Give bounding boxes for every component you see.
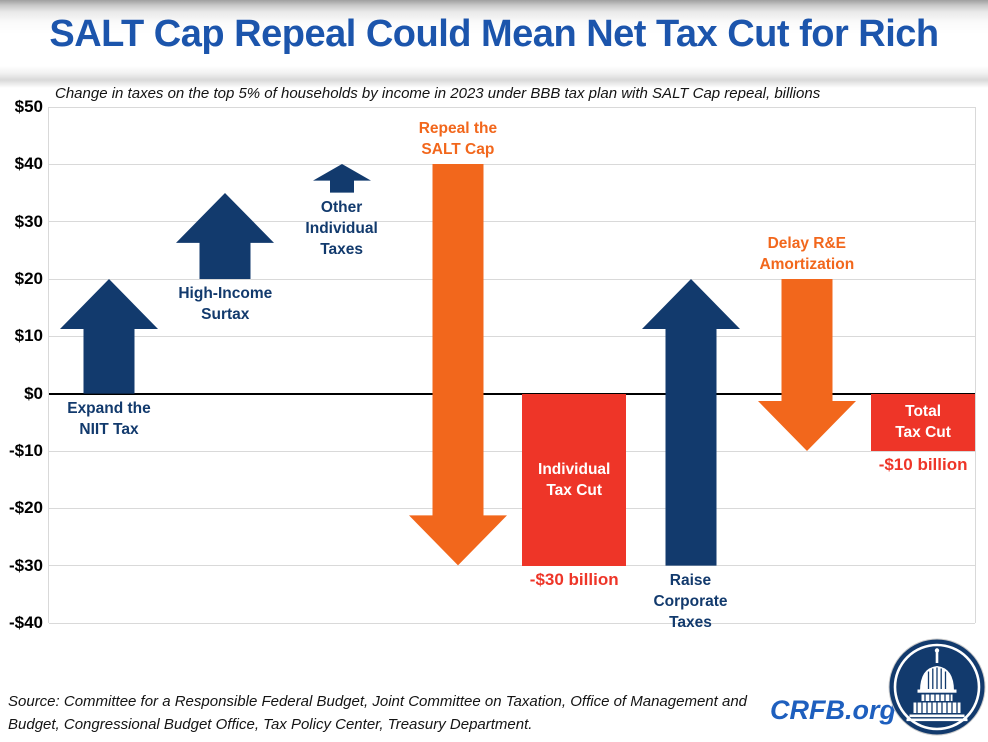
source-note: Source: Committee for a Responsible Fede…: [8, 693, 747, 733]
label-individual-tax-cut: Individual Tax Cut: [538, 460, 611, 499]
gridline: [49, 622, 975, 624]
arrow-delay-r-and-e-amortization: [757, 279, 856, 451]
y-tick-label: -$10: [8, 441, 43, 460]
label-high-income-surtax: High-Income Surtax: [178, 285, 273, 323]
gridline: [49, 335, 975, 337]
zero-axis-line: [49, 392, 975, 395]
y-tick-label: $30: [14, 211, 43, 231]
arrow-repeal-the-salt-cap: [408, 164, 507, 566]
plot-area: Expand the NIIT Tax High-Income Surtax Other…: [48, 106, 976, 631]
arrow-raise-corporate-taxes: [641, 279, 740, 566]
gridline: [49, 450, 975, 452]
label-delay-r-and-e-amortization: Delay R&E Amortization: [759, 235, 855, 273]
value-label-individual-tax-cut: -$30 billion: [529, 569, 619, 589]
chart-subtitle: Change in taxes on the top 5% of househo…: [55, 85, 821, 102]
gridline: [49, 106, 975, 108]
y-tick-label: -$40: [8, 613, 43, 632]
gridline: [49, 507, 975, 509]
arrow-expand-niit-tax: [60, 279, 158, 394]
y-tick-label: $10: [14, 326, 43, 346]
capitol-dome-icon: [888, 638, 986, 736]
header-band: SALT Cap Repeal Could Mean Net Tax Cut f…: [0, 0, 988, 88]
label-raise-corporate-taxes: Raise Corporate Taxes: [653, 571, 728, 631]
chart-title: SALT Cap Repeal Could Mean Net Tax Cut f…: [49, 13, 939, 55]
crfb-wordmark: CRFB.org: [770, 695, 896, 725]
y-tick-label: $50: [14, 97, 43, 116]
label-other-individual-taxes: Other Individual Taxes: [305, 199, 378, 258]
gridline: [49, 565, 975, 567]
label-total-tax-cut: Total Tax Cut: [895, 403, 951, 442]
gridline: [49, 221, 975, 223]
gridline: [49, 278, 975, 280]
bar-total-tax-cut: Total Tax Cut: [871, 393, 976, 451]
y-tick-label: $40: [14, 154, 43, 174]
gridline: [49, 163, 975, 165]
y-tick-label: $0: [24, 383, 43, 403]
y-tick-label: $20: [14, 269, 43, 288]
bar-individual-tax-cut: Individual Tax Cut: [522, 393, 627, 566]
arrow-other-individual-taxes: [312, 164, 371, 193]
label-repeal-the-salt-cap: Repeal the SALT Cap: [418, 120, 498, 159]
y-tick-label: -$30: [8, 555, 43, 575]
arrow-high-income-surtax: [176, 193, 275, 279]
label-expand-niit-tax: Expand the NIIT Tax: [67, 399, 151, 438]
value-label-total-tax-cut: -$10 billion: [878, 455, 968, 474]
y-tick-label: -$20: [8, 498, 43, 518]
